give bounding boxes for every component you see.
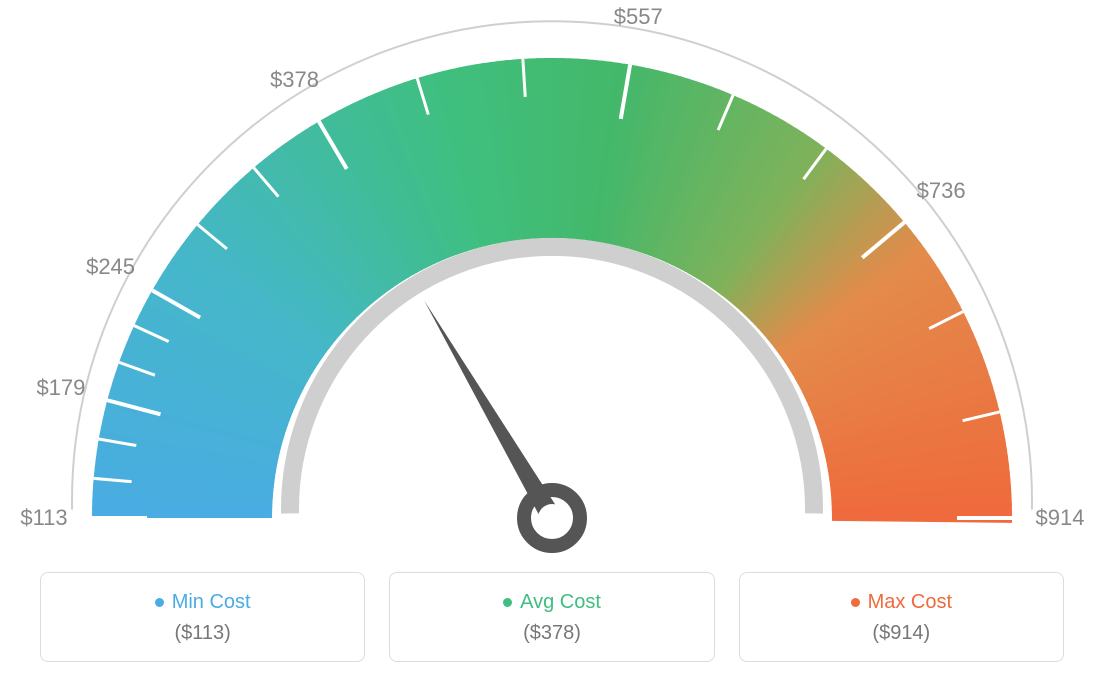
legend-value-avg: ($378)	[400, 622, 703, 645]
dot-icon	[155, 598, 164, 607]
legend-title-avg: Avg Cost	[503, 591, 601, 614]
legend-title-min: Min Cost	[155, 591, 251, 614]
legend-title-label: Min Cost	[172, 591, 251, 614]
legend-card-min: Min Cost ($113)	[40, 572, 365, 662]
gauge-tick-label: $557	[614, 4, 663, 30]
legend-row: Min Cost ($113) Avg Cost ($378) Max Cost…	[40, 572, 1064, 662]
legend-value-min: ($113)	[51, 622, 354, 645]
legend-value-max: ($914)	[750, 622, 1053, 645]
legend-title-label: Max Cost	[868, 591, 952, 614]
gauge-svg	[40, 18, 1064, 558]
dot-icon	[503, 598, 512, 607]
gauge-tick-label: $179	[36, 375, 85, 401]
legend-title-max: Max Cost	[851, 591, 952, 614]
gauge-tick-label: $245	[86, 254, 135, 280]
dot-icon	[851, 598, 860, 607]
gauge-tick-label: $736	[917, 178, 966, 204]
legend-title-label: Avg Cost	[520, 591, 601, 614]
gauge-tick-label: $378	[270, 67, 319, 93]
legend-card-avg: Avg Cost ($378)	[389, 572, 714, 662]
legend-card-max: Max Cost ($914)	[739, 572, 1064, 662]
gauge-tick-label: $914	[1036, 505, 1085, 531]
gauge-tick-label: $113	[20, 505, 67, 531]
cost-gauge: $113$179$245$378$557$736$914	[40, 18, 1064, 538]
